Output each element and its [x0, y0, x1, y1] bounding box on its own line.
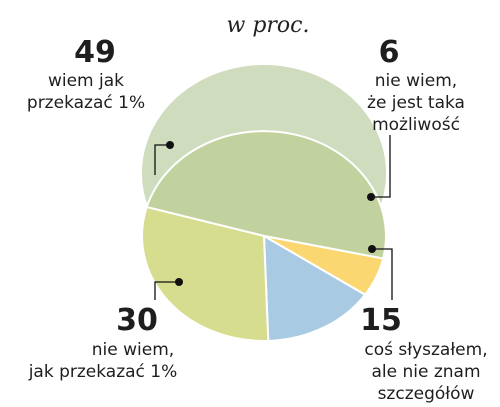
slice-value-4: 30	[116, 303, 158, 338]
slice-label-3-line-1: coś słyszałem,	[364, 340, 487, 360]
slice-label-3-line-3: szczegółów	[378, 384, 475, 404]
leader-dot-2	[367, 193, 375, 201]
slice-label-2-line-1: nie wiem,	[375, 71, 457, 91]
slice-label-4-line-1: nie wiem,	[92, 340, 174, 360]
leader-line-4	[154, 281, 179, 300]
slice-label-4-line-2: jak przekazać 1%	[28, 362, 178, 382]
pie-slice-3	[262, 234, 367, 342]
slice-label-1: 49 wiem jak przekazać 1%	[27, 35, 145, 113]
slice-label-2-line-3: możliwość	[372, 115, 460, 135]
leader-line-2	[371, 135, 391, 198]
leader-dot-4	[175, 278, 183, 286]
slice-value-1: 49	[74, 35, 116, 70]
slice-label-3: 15 coś słyszałem, ale nie znam szczegółó…	[360, 303, 487, 404]
slice-value-3: 15	[360, 303, 402, 338]
slice-label-2-line-2: że jest taka	[367, 93, 465, 113]
leader-dot-1	[166, 141, 174, 149]
pie-slice-1	[145, 130, 387, 260]
slice-label-2: 6 nie wiem, że jest taka możliwość	[367, 35, 465, 135]
slice-label-4: 30 nie wiem, jak przekazać 1%	[28, 303, 178, 382]
slice-label-3-line-2: ale nie znam	[371, 362, 480, 382]
leader-dot-3	[368, 245, 376, 253]
pie-slice-4	[141, 205, 270, 342]
chart-title: w proc.	[227, 13, 310, 38]
pie-slices	[141, 130, 387, 342]
slice-label-1-line-2: przekazać 1%	[27, 93, 145, 113]
leader-line-3	[372, 248, 393, 300]
leader-lines	[154, 135, 393, 300]
leader-line-1	[154, 144, 170, 175]
slice-label-1-line-1: wiem jak	[48, 71, 124, 91]
slice-value-2: 6	[379, 35, 400, 70]
